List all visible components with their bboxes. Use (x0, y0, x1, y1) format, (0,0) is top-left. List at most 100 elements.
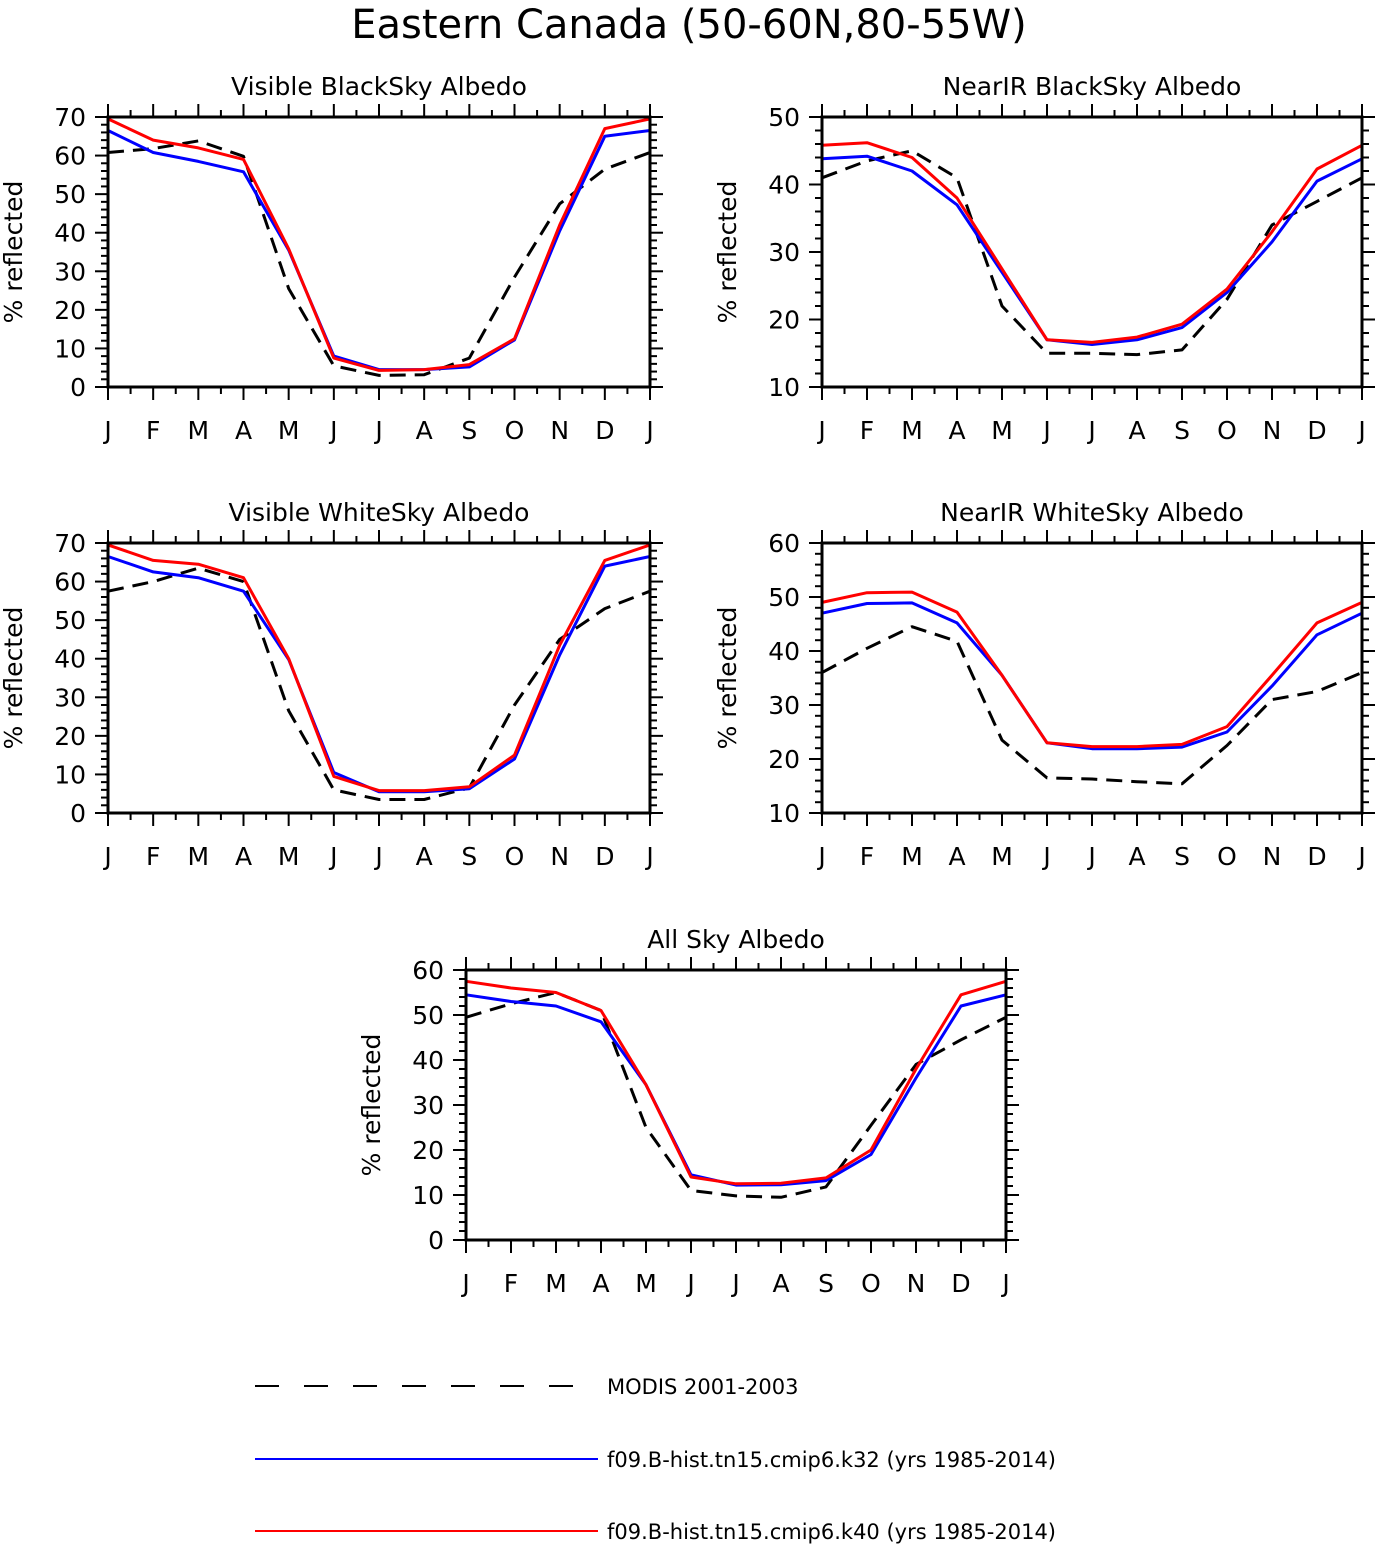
panel-title: All Sky Albedo (647, 925, 825, 954)
x-tick-label: M (635, 1269, 657, 1298)
x-tick-label: J (816, 416, 825, 445)
series-line-k40 (821, 590, 1363, 749)
x-tick-label: J (373, 842, 382, 871)
x-tick-label: J (1086, 416, 1095, 445)
x-tick-label: O (505, 842, 525, 871)
x-tick-label: J (373, 416, 382, 445)
y-tick-label: 30 (768, 691, 800, 720)
series-line-modis (821, 149, 1363, 357)
panel-title: Visible BlackSky Albedo (231, 72, 527, 101)
x-tick-label: A (416, 842, 433, 871)
x-tick-label: N (550, 842, 569, 871)
x-tick-label: D (595, 842, 614, 871)
series-line-modis (107, 566, 651, 801)
x-tick-label: N (1263, 842, 1282, 871)
x-tick-label: F (146, 842, 160, 871)
y-tick-label: 10 (54, 760, 86, 789)
x-tick-label: J (1000, 1269, 1009, 1298)
x-tick-label: S (461, 842, 477, 871)
y-tick-label: 50 (412, 1001, 444, 1030)
series-line-k32 (821, 154, 1363, 346)
x-tick-label: J (1041, 416, 1050, 445)
y-tick-label: 30 (412, 1091, 444, 1120)
y-tick-label: 50 (768, 583, 800, 612)
y-tick-label: 20 (768, 745, 800, 774)
x-tick-label: J (1356, 416, 1365, 445)
x-tick-label: S (461, 416, 477, 445)
y-axis-label: % reflected (357, 1034, 386, 1177)
y-tick-label: 10 (768, 799, 800, 828)
y-tick-label: 70 (54, 529, 86, 558)
y-tick-label: 0 (428, 1226, 444, 1255)
x-tick-label: A (772, 1269, 789, 1298)
series-line-modis (465, 991, 1007, 1199)
y-tick-label: 20 (768, 306, 800, 335)
x-tick-label: F (860, 416, 874, 445)
x-tick-label: N (907, 1269, 926, 1298)
y-tick-label: 0 (70, 373, 86, 402)
x-tick-label: O (505, 416, 525, 445)
x-tick-label: M (188, 842, 210, 871)
x-tick-label: M (188, 416, 210, 445)
x-tick-label: J (685, 1269, 694, 1298)
x-tick-label: F (504, 1269, 518, 1298)
x-tick-label: O (1217, 416, 1237, 445)
legend: MODIS 2001-2003 f09.B-hist.tn15.cmip6.k32… (255, 1375, 1056, 1544)
x-tick-label: J (328, 842, 337, 871)
plot-frame (464, 968, 1008, 1242)
series-line-k40 (107, 117, 651, 372)
y-axis-label: % reflected (0, 181, 28, 324)
series-line-k32 (465, 993, 1007, 1187)
y-tick-label: 10 (412, 1181, 444, 1210)
legend-label-k32: f09.B-hist.tn15.cmip6.k32 (yrs 1985-2014… (607, 1448, 1056, 1472)
x-tick-label: F (860, 842, 874, 871)
plot-frame (820, 115, 1364, 389)
y-axis-label: % reflected (0, 607, 28, 750)
y-tick-label: 40 (54, 645, 86, 674)
series-line-k40 (465, 979, 1007, 1186)
x-tick-label: M (278, 842, 300, 871)
y-axis-label: % reflected (713, 607, 742, 750)
legend-label-modis: MODIS 2001-2003 (607, 1375, 798, 1399)
x-tick-label: J (730, 1269, 739, 1298)
x-tick-label: J (1356, 842, 1365, 871)
x-tick-label: A (416, 416, 433, 445)
y-tick-label: 10 (54, 334, 86, 363)
x-tick-label: M (278, 416, 300, 445)
y-tick-label: 60 (768, 529, 800, 558)
x-tick-label: J (102, 842, 111, 871)
y-tick-label: 30 (768, 238, 800, 267)
x-tick-label: F (146, 416, 160, 445)
series-line-k32 (821, 601, 1363, 751)
x-tick-label: D (1307, 842, 1326, 871)
y-tick-label: 40 (768, 637, 800, 666)
x-tick-label: J (102, 416, 111, 445)
y-tick-label: 20 (412, 1136, 444, 1165)
series-line-k40 (821, 141, 1363, 344)
x-tick-label: A (592, 1269, 609, 1298)
y-tick-label: 60 (54, 142, 86, 171)
x-tick-label: N (1263, 416, 1282, 445)
series-line-k32 (107, 555, 651, 794)
y-tick-label: 70 (54, 103, 86, 132)
y-tick-label: 10 (768, 373, 800, 402)
x-tick-label: S (1174, 842, 1190, 871)
y-tick-label: 50 (54, 606, 86, 635)
x-tick-label: A (948, 842, 965, 871)
series-line-modis (107, 139, 651, 377)
y-tick-label: 40 (768, 171, 800, 200)
panel-title: Visible WhiteSky Albedo (229, 498, 530, 527)
x-tick-label: A (948, 416, 965, 445)
figure-title: Eastern Canada (50-60N,80-55W) (351, 2, 1027, 48)
legend-label-k40: f09.B-hist.tn15.cmip6.k40 (yrs 1985-2014… (607, 1520, 1056, 1544)
y-tick-label: 20 (54, 296, 86, 325)
x-tick-label: M (901, 842, 923, 871)
x-tick-label: A (1128, 842, 1145, 871)
y-tick-label: 60 (54, 568, 86, 597)
